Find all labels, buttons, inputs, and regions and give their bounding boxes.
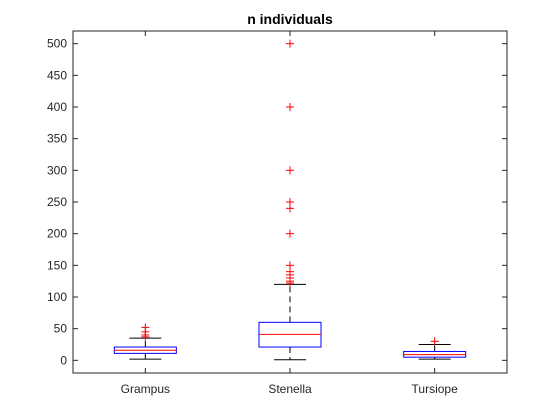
y-tick-label: 0	[60, 353, 67, 367]
x-tick-label: Tursiope	[412, 382, 459, 396]
outlier-marker	[430, 337, 439, 346]
y-tick-label: 350	[47, 132, 67, 146]
y-tick-label: 200	[47, 227, 67, 241]
outlier-marker	[286, 198, 294, 206]
outlier-marker	[286, 166, 294, 175]
outlier-marker	[141, 323, 150, 332]
x-axis: Grampus Stenella Tursiope	[121, 31, 458, 396]
box-series	[113, 39, 467, 361]
outlier-marker	[286, 103, 294, 111]
outlier-marker	[286, 39, 294, 48]
y-axis: 0 50 100 150 200 250 300 350 400 450 500	[47, 37, 507, 367]
y-tick-label: 150	[47, 258, 67, 272]
y-tick-label: 250	[47, 195, 67, 209]
y-tick-label: 100	[47, 290, 67, 304]
chart-title: n individuals	[247, 11, 333, 27]
outlier-marker	[286, 261, 294, 270]
box-tursiope	[403, 337, 467, 360]
y-tick-label: 450	[47, 68, 67, 82]
outlier-marker	[286, 229, 294, 238]
box-stenella	[258, 39, 322, 361]
box-grampus	[113, 323, 177, 360]
y-tick-label: 50	[54, 322, 68, 336]
y-tick-label: 400	[47, 100, 67, 114]
x-tick-label: Grampus	[121, 382, 170, 396]
y-tick-label: 500	[47, 37, 67, 51]
y-tick-label: 300	[47, 163, 67, 177]
x-tick-label: Stenella	[268, 382, 312, 396]
